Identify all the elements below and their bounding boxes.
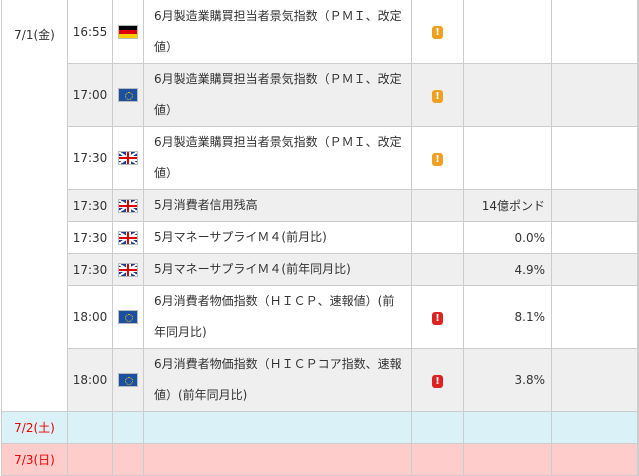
empty-cell	[551, 63, 638, 127]
event-name: 6月製造業購買担当者景気指数（ＰＭＩ、改定値）	[143, 63, 412, 127]
event-row: 18:00 6月消費者物価指数（ＨＩＣＰ、速報値）(前年同月比)! 8.1%	[2, 285, 639, 349]
time-cell: 17:30	[67, 221, 113, 254]
empty-cell	[112, 443, 144, 476]
empty-cell	[551, 411, 638, 444]
value-cell: 4.9%	[463, 253, 552, 286]
empty-cell	[637, 253, 639, 286]
importance-cell: !	[411, 126, 464, 190]
event-name: 5月マネーサプライＭ４(前年同月比)	[143, 253, 412, 286]
event-row: 17:30 5月マネーサプライＭ４(前年同月比) 4.9%	[2, 253, 639, 286]
flag-cell	[112, 253, 144, 286]
alert-icon: !	[432, 152, 443, 166]
eu-flag-icon	[118, 310, 138, 325]
empty-cell	[463, 411, 552, 444]
event-row: 18:00 6月消費者物価指数（ＨＩＣＰコア指数、速報値）(前年同月比)! 3.8%	[2, 348, 639, 412]
empty-cell	[551, 189, 638, 222]
date-cell: 7/3(日)	[1, 443, 68, 476]
empty-cell	[637, 411, 639, 444]
date-cell: 7/1(金)	[1, 0, 68, 412]
empty-cell	[637, 221, 639, 254]
event-row: 17:00 6月製造業購買担当者景気指数（ＰＭＩ、改定値）!	[2, 63, 639, 127]
alert-icon: !	[432, 89, 443, 103]
flag-cell	[112, 0, 144, 64]
date-cell: 7/2(土)	[1, 411, 68, 444]
empty-cell	[551, 285, 638, 349]
time-cell: 18:00	[67, 285, 113, 349]
germany-flag-icon	[118, 24, 138, 39]
flag-cell	[112, 285, 144, 349]
flag-cell	[112, 221, 144, 254]
empty-cell	[67, 443, 113, 476]
empty-cell	[637, 189, 639, 222]
value-cell	[463, 126, 552, 190]
uk-flag-icon	[118, 262, 138, 277]
flag-cell	[112, 189, 144, 222]
empty-cell	[551, 126, 638, 190]
uk-flag-icon	[118, 198, 138, 213]
value-cell	[463, 0, 552, 64]
empty-cell	[637, 63, 639, 127]
importance-cell: !	[411, 285, 464, 349]
eu-flag-icon	[118, 373, 138, 388]
alert-icon: !	[432, 26, 443, 39]
empty-cell	[551, 443, 638, 476]
importance-cell	[411, 221, 464, 254]
empty-cell	[463, 443, 552, 476]
value-cell: 0.0%	[463, 221, 552, 254]
time-cell: 17:30	[67, 253, 113, 286]
event-name: 5月マネーサプライＭ４(前月比)	[143, 221, 412, 254]
value-cell: 8.1%	[463, 285, 552, 349]
empty-cell	[637, 126, 639, 190]
alert-icon: !	[432, 311, 443, 325]
event-name: 6月消費者物価指数（ＨＩＣＰ、速報値）(前年同月比)	[143, 285, 412, 349]
value-cell: 14億ポンド	[463, 189, 552, 222]
alert-icon: !	[432, 374, 443, 388]
event-name: 5月消費者信用残高	[143, 189, 412, 222]
time-cell: 17:00	[67, 63, 113, 127]
weekend-row: 7/2(土)	[1, 411, 639, 444]
empty-cell	[411, 411, 464, 444]
empty-cell	[551, 253, 638, 286]
importance-cell	[411, 253, 464, 286]
empty-cell	[112, 411, 144, 444]
empty-cell	[637, 443, 639, 476]
uk-flag-icon	[118, 151, 138, 166]
empty-cell	[143, 411, 412, 444]
flag-cell	[112, 126, 144, 190]
value-cell: 3.8%	[463, 348, 552, 412]
time-cell: 17:30	[67, 189, 113, 222]
weekend-row: 7/3(日)	[1, 443, 639, 476]
eu-flag-icon	[118, 88, 138, 103]
event-name: 6月消費者物価指数（ＨＩＣＰコア指数、速報値）(前年同月比)	[143, 348, 412, 412]
importance-cell: !	[411, 63, 464, 127]
empty-cell	[637, 348, 639, 412]
event-name: 6月製造業購買担当者景気指数（ＰＭＩ、改定値）	[143, 126, 412, 190]
empty-cell	[411, 443, 464, 476]
importance-cell	[411, 189, 464, 222]
time-cell: 16:55	[67, 0, 113, 64]
empty-cell	[551, 0, 638, 64]
importance-cell: !	[411, 0, 464, 64]
empty-cell	[637, 0, 639, 64]
empty-cell	[67, 411, 113, 444]
uk-flag-icon	[118, 230, 138, 245]
empty-cell	[143, 443, 412, 476]
value-cell	[463, 63, 552, 127]
flag-cell	[112, 348, 144, 412]
importance-cell: !	[411, 348, 464, 412]
event-row: 17:30 5月消費者信用残高 14億ポンド	[2, 189, 639, 222]
empty-cell	[637, 285, 639, 349]
event-name: 6月製造業購買担当者景気指数（ＰＭＩ、改定値）	[143, 0, 412, 64]
time-cell: 18:00	[67, 348, 113, 412]
flag-cell	[112, 63, 144, 127]
event-row: 17:30 5月マネーサプライＭ４(前月比) 0.0%	[2, 221, 639, 254]
empty-cell	[551, 221, 638, 254]
event-row: 7/1(金) 16:55 6月製造業購買担当者景気指数（ＰＭＩ、改定値）!	[1, 0, 639, 412]
empty-cell	[551, 348, 638, 412]
time-cell: 17:30	[67, 126, 113, 190]
event-row: 17:30 6月製造業購買担当者景気指数（ＰＭＩ、改定値）!	[2, 126, 639, 190]
